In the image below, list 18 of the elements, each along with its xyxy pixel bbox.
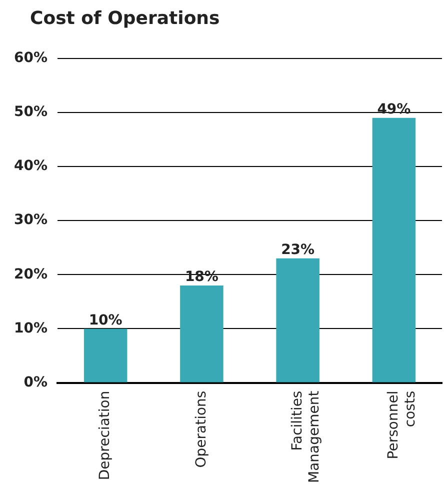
bar — [84, 328, 128, 382]
x-tick-label: Depreciation — [97, 390, 114, 480]
y-tick-label: 60% — [14, 50, 48, 66]
bar — [276, 258, 320, 382]
y-tick-label: 10% — [14, 320, 48, 336]
x-tick-label: Personnel costs — [386, 390, 418, 460]
y-tick-label: 40% — [14, 158, 48, 174]
y-tick-label: 20% — [14, 266, 48, 282]
data-label: 10% — [88, 312, 122, 328]
y-tick-label: 30% — [14, 212, 48, 228]
x-tick-label: Operations — [193, 390, 210, 468]
bar — [180, 285, 224, 382]
y-tick-label: 50% — [14, 104, 48, 120]
chart-title: Cost of Operations — [30, 8, 220, 29]
data-label: 23% — [281, 242, 315, 258]
bar — [372, 118, 416, 382]
x-tick-label: Facilities Management — [289, 390, 322, 484]
y-tick-label: 0% — [24, 374, 48, 390]
